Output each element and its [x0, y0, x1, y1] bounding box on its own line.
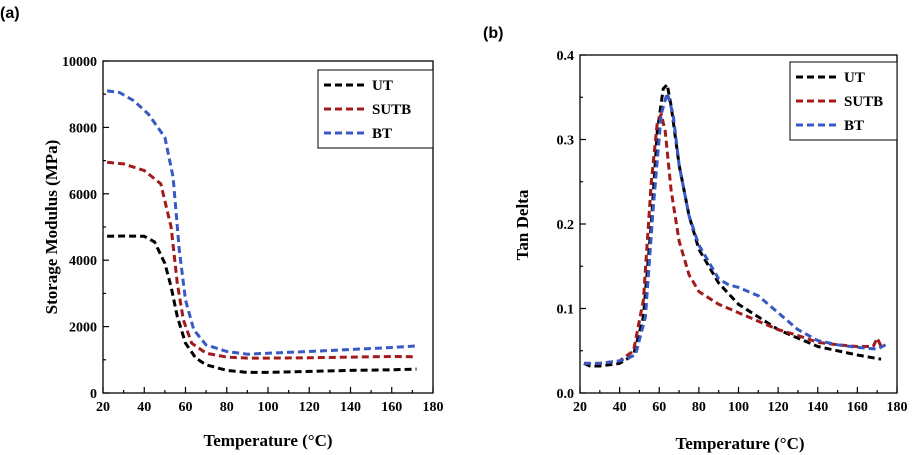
panel-b-series: [583, 83, 888, 368]
series-line-bt: [584, 91, 888, 365]
panel-b-x-axis: 20 40 60 80 100 120 140 160 180: [573, 387, 908, 415]
panel-b-label: (b): [483, 25, 503, 42]
legend-label-sutb: SUTB: [372, 102, 411, 118]
panel-b-legend: UT SUTB BT: [789, 61, 898, 141]
y-tick-label: 0.3: [557, 134, 575, 149]
x-tick-label: 40: [137, 400, 151, 415]
legend-label-sutb: SUTB: [844, 94, 883, 110]
panel-b-tan-delta: (b) 20 40 60 80 100 120 140 160 180 0.0 0.1 0.2 0.3…: [483, 25, 908, 453]
x-tick-label: 40: [613, 400, 627, 415]
y-tick-label: 0.0: [557, 387, 575, 402]
x-tick-label: 80: [692, 400, 706, 415]
legend-label-bt: BT: [844, 118, 864, 134]
x-tick-label: 60: [652, 400, 666, 415]
x-tick-label: 100: [728, 400, 749, 415]
panel-a-label: (a): [0, 5, 20, 22]
panel-b-y-axis-title: Tan Delta: [513, 189, 532, 260]
x-tick-label: 80: [220, 400, 234, 415]
y-tick-label: 4000: [69, 254, 97, 269]
panel-a-legend: UT SUTB BT: [317, 69, 434, 149]
panel-a-y-axis: 0 2000 4000 6000 8000 10000: [62, 55, 109, 402]
legend-label-ut: UT: [372, 78, 393, 94]
y-tick-label: 0: [90, 387, 97, 402]
x-tick-label: 120: [299, 400, 320, 415]
series-line-ut: [107, 234, 417, 374]
series-line-bt: [106, 89, 417, 356]
x-tick-label: 140: [807, 400, 828, 415]
x-tick-label: 180: [887, 400, 908, 415]
panel-b-x-axis-title: Temperature (°C): [675, 434, 804, 453]
x-tick-label: 120: [768, 400, 789, 415]
y-tick-label: 6000: [69, 188, 97, 203]
x-tick-label: 160: [847, 400, 868, 415]
y-tick-label: 10000: [62, 55, 97, 70]
y-tick-label: 8000: [69, 121, 97, 136]
x-tick-label: 60: [179, 400, 193, 415]
panel-a-y-axis-title: Storage Modulus (MPa): [42, 140, 61, 315]
x-tick-label: 20: [573, 400, 587, 415]
y-tick-label: 0.1: [557, 303, 575, 318]
series-line-sutb: [106, 160, 417, 360]
legend-label-bt: BT: [372, 126, 392, 142]
y-tick-label: 2000: [69, 321, 97, 336]
panel-a-storage-modulus: (a) 20 40 60 80 100 120 140 160 180 0 2000 4000 600…: [0, 5, 444, 450]
y-tick-label: 0.2: [557, 218, 575, 233]
x-tick-label: 160: [381, 400, 402, 415]
legend-label-ut: UT: [844, 70, 865, 86]
panel-a-x-axis: 20 40 60 80 100 120 140 160 180: [96, 387, 444, 415]
y-tick-label: 0.4: [557, 49, 575, 64]
x-tick-label: 20: [96, 400, 110, 415]
series-line-sutb: [584, 112, 883, 365]
panel-b-y-axis: 0.0 0.1 0.2 0.3 0.4: [557, 49, 586, 402]
x-tick-label: 180: [423, 400, 444, 415]
x-tick-label: 140: [340, 400, 361, 415]
panel-a-x-axis-title: Temperature (°C): [203, 431, 332, 450]
panel-a-series: [106, 89, 417, 374]
x-tick-label: 100: [258, 400, 279, 415]
